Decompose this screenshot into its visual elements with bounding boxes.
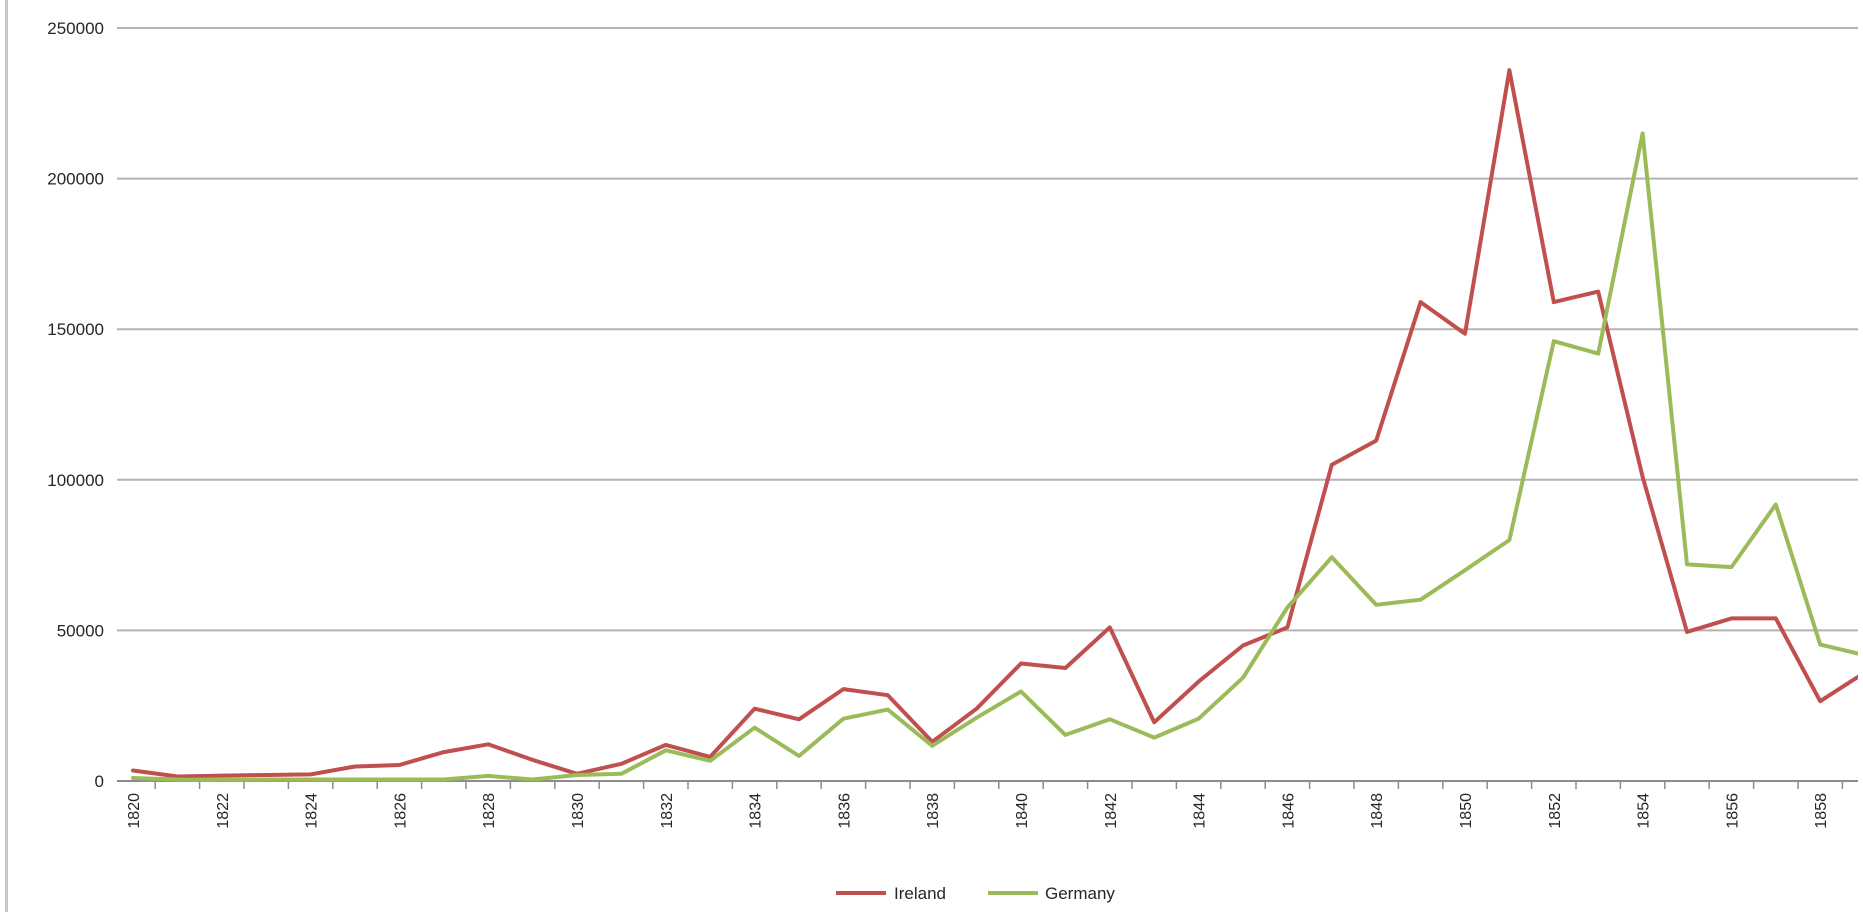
x-tick-label: 1824 — [304, 793, 321, 829]
legend-label-germany: Germany — [1045, 884, 1115, 903]
x-tick-label: 1854 — [1636, 793, 1653, 829]
x-tick-label: 1820 — [126, 793, 143, 829]
y-tick-label: 150000 — [47, 320, 104, 339]
x-tick-label: 1852 — [1547, 793, 1564, 829]
gridlines — [117, 27, 1858, 632]
legend-label-ireland: Ireland — [894, 884, 946, 903]
x-tick-label: 1846 — [1280, 793, 1297, 829]
x-tick-label: 1858 — [1813, 793, 1830, 829]
series-line-ireland — [131, 68, 1858, 779]
y-tick-label: 50000 — [57, 621, 104, 640]
x-axis: 1820 1822 1824 1826 1828 1830 1832 1834 1836 1838… — [117, 780, 1858, 829]
series-lines — [131, 68, 1858, 782]
x-tick-label: 1836 — [836, 793, 853, 829]
left-border — [5, 0, 8, 912]
x-tick-label: 1834 — [748, 793, 765, 829]
x-tick-label: 1838 — [925, 793, 942, 829]
y-tick-label: 200000 — [47, 170, 104, 189]
x-tick-label: 1832 — [659, 793, 676, 829]
y-tick-label: 100000 — [47, 471, 104, 490]
x-tick-label: 1842 — [1103, 793, 1120, 829]
y-tick-label: 250000 — [47, 19, 104, 38]
x-tick-label: 1844 — [1192, 793, 1209, 829]
y-axis-labels: 0 50000 100000 150000 200000 250000 — [47, 19, 104, 791]
legend: Ireland Germany — [836, 884, 1115, 903]
x-tick-label: 1830 — [570, 793, 587, 829]
x-tick-label: 1840 — [1014, 793, 1031, 829]
x-tick-label: 1822 — [215, 793, 232, 829]
x-tick-label: 1850 — [1458, 793, 1475, 829]
x-tick-label: 1826 — [392, 793, 409, 829]
y-tick-label: 0 — [95, 772, 104, 791]
x-tick-label: 1856 — [1724, 793, 1741, 829]
series-line-germany — [131, 131, 1858, 782]
x-tick-label: 1828 — [481, 793, 498, 829]
x-tick-label: 1848 — [1369, 793, 1386, 829]
